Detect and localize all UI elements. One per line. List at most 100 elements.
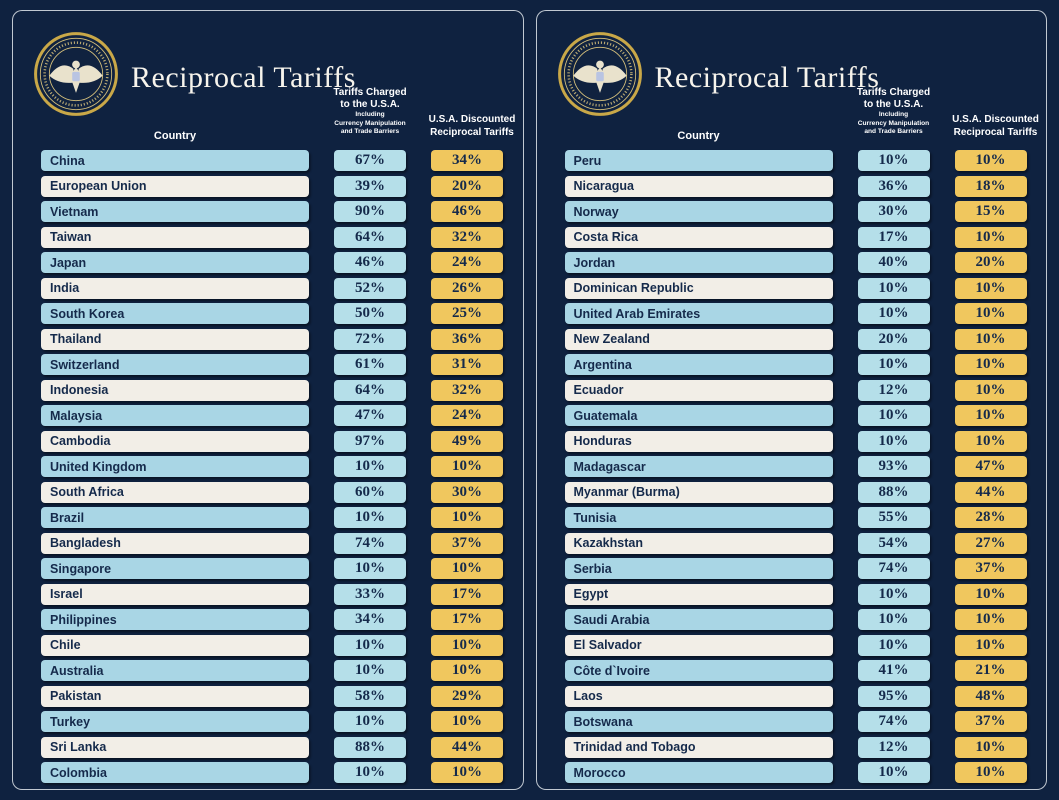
- country-cell: New Zealand: [564, 328, 833, 350]
- country-cell: Egypt: [564, 583, 833, 605]
- charged-tariff-cell: 47%: [334, 405, 406, 426]
- discounted-tariff-cell: 37%: [954, 558, 1027, 579]
- table-row: Vietnam 90% 46%: [41, 201, 505, 222]
- discounted-tariff-cell: 10%: [431, 711, 503, 732]
- country-cell: Dominican Republic: [564, 277, 833, 299]
- discounted-tariff-cell: 28%: [954, 507, 1027, 528]
- table-row: Nicaragua 36% 18%: [564, 175, 1029, 197]
- table-row: Tunisia 55% 28%: [564, 507, 1029, 528]
- discounted-tariff-cell: 44%: [431, 736, 503, 758]
- column-header-country: Country: [677, 130, 720, 142]
- charged-tariff-cell: 12%: [857, 736, 930, 758]
- charged-tariff-cell: 10%: [857, 762, 930, 783]
- charged-header-subline: and Trade Barriers: [340, 128, 400, 136]
- country-cell: Brazil: [41, 507, 309, 528]
- table-row: Ecuador 12% 10%: [564, 379, 1029, 401]
- country-cell: Cambodia: [41, 430, 309, 452]
- charged-tariff-cell: 10%: [857, 150, 930, 171]
- country-cell: El Salvador: [564, 634, 833, 656]
- charged-tariff-cell: 90%: [334, 201, 406, 222]
- discounted-tariff-cell: 48%: [954, 685, 1027, 707]
- country-cell: United Arab Emirates: [564, 303, 833, 324]
- country-cell: Thailand: [41, 328, 309, 350]
- column-header-discounted: U.S.A. Discounted Reciprocal Tariffs: [416, 114, 523, 139]
- charged-tariff-cell: 40%: [857, 252, 930, 273]
- discounted-tariff-cell: 10%: [431, 660, 503, 681]
- charged-tariff-cell: 10%: [334, 558, 406, 579]
- discounted-tariff-cell: 44%: [954, 481, 1027, 503]
- table-row: Pakistan 58% 29%: [41, 685, 505, 707]
- country-cell: Taiwan: [41, 226, 309, 248]
- charged-tariff-cell: 10%: [334, 762, 406, 783]
- country-cell: Peru: [564, 150, 833, 171]
- charged-tariff-cell: 39%: [334, 175, 406, 197]
- charged-tariff-cell: 10%: [857, 583, 930, 605]
- table-row: Cambodia 97% 49%: [41, 430, 505, 452]
- table-row: Indonesia 64% 32%: [41, 379, 505, 401]
- country-cell: Honduras: [564, 430, 833, 452]
- country-cell: Bangladesh: [41, 532, 309, 554]
- charged-header-subline: Including: [355, 111, 385, 118]
- charged-tariff-cell: 72%: [334, 328, 406, 350]
- country-cell: Turkey: [41, 711, 309, 732]
- table-row: Japan 46% 24%: [41, 252, 505, 273]
- table-row: Israel 33% 17%: [41, 583, 505, 605]
- country-cell: Costa Rica: [564, 226, 833, 248]
- charged-tariff-cell: 61%: [334, 354, 406, 375]
- table-row: Switzerland 61% 31%: [41, 354, 505, 375]
- table-row: Honduras 10% 10%: [564, 430, 1029, 452]
- discounted-tariff-cell: 10%: [954, 634, 1027, 656]
- charged-tariff-cell: 10%: [857, 609, 930, 630]
- charged-tariff-cell: 88%: [334, 736, 406, 758]
- reciprocal-tariffs-panel-left: Reciprocal Tariffs Country Tariffs Charg…: [12, 10, 524, 790]
- table-row: Serbia 74% 37%: [564, 558, 1029, 579]
- discounted-tariff-cell: 10%: [954, 430, 1027, 452]
- table-row: New Zealand 20% 10%: [564, 328, 1029, 350]
- table-row: Malaysia 47% 24%: [41, 405, 505, 426]
- table-row: Argentina 10% 10%: [564, 354, 1029, 375]
- country-cell: Madagascar: [564, 456, 833, 477]
- table-row: Thailand 72% 36%: [41, 328, 505, 350]
- table-row: Turkey 10% 10%: [41, 711, 505, 732]
- country-cell: Philippines: [41, 609, 309, 630]
- page-title: Reciprocal Tariffs: [131, 61, 356, 94]
- discounted-tariff-cell: 32%: [431, 226, 503, 248]
- charged-tariff-cell: 10%: [857, 277, 930, 299]
- charged-tariff-cell: 88%: [857, 481, 930, 503]
- discounted-tariff-cell: 10%: [954, 354, 1027, 375]
- discounted-tariff-cell: 18%: [954, 175, 1027, 197]
- country-cell: Ecuador: [564, 379, 833, 401]
- charged-tariff-cell: 52%: [334, 277, 406, 299]
- charged-tariff-cell: 10%: [334, 507, 406, 528]
- discounted-tariff-cell: 49%: [431, 430, 503, 452]
- charged-tariff-cell: 41%: [857, 660, 930, 681]
- table-row: Jordan 40% 20%: [564, 252, 1029, 273]
- country-cell: Israel: [41, 583, 309, 605]
- country-cell: Saudi Arabia: [564, 609, 833, 630]
- charged-tariff-cell: 50%: [334, 303, 406, 324]
- presidential-seal-icon: [33, 31, 119, 117]
- charged-tariff-cell: 64%: [334, 379, 406, 401]
- discounted-tariff-cell: 10%: [431, 762, 503, 783]
- charged-tariff-cell: 10%: [334, 456, 406, 477]
- column-header-country: Country: [153, 130, 197, 142]
- country-cell: Malaysia: [41, 405, 309, 426]
- table-row: Saudi Arabia 10% 10%: [564, 609, 1029, 630]
- country-cell: Botswana: [564, 711, 833, 732]
- country-cell: Nicaragua: [564, 175, 833, 197]
- discounted-tariff-cell: 32%: [431, 379, 503, 401]
- discounted-tariff-cell: 10%: [431, 507, 503, 528]
- country-cell: South Africa: [41, 481, 309, 503]
- column-header-discounted: U.S.A. Discounted Reciprocal Tariffs: [940, 114, 1047, 139]
- table-row: El Salvador 10% 10%: [564, 634, 1029, 656]
- table-row: Singapore 10% 10%: [41, 558, 505, 579]
- charged-header-line: Tariffs Charged: [333, 87, 407, 98]
- charged-tariff-cell: 10%: [334, 634, 406, 656]
- charged-header-line: to the U.S.A.: [340, 99, 400, 110]
- charged-tariff-cell: 10%: [334, 660, 406, 681]
- charged-header-subline: Currency Manipulation: [857, 119, 930, 127]
- charged-tariff-cell: 60%: [334, 481, 406, 503]
- country-cell: Indonesia: [41, 379, 309, 401]
- column-header-tariffs-charged: Tariffs Charged to the U.S.A. Including …: [320, 87, 420, 137]
- discounted-tariff-cell: 29%: [431, 685, 503, 707]
